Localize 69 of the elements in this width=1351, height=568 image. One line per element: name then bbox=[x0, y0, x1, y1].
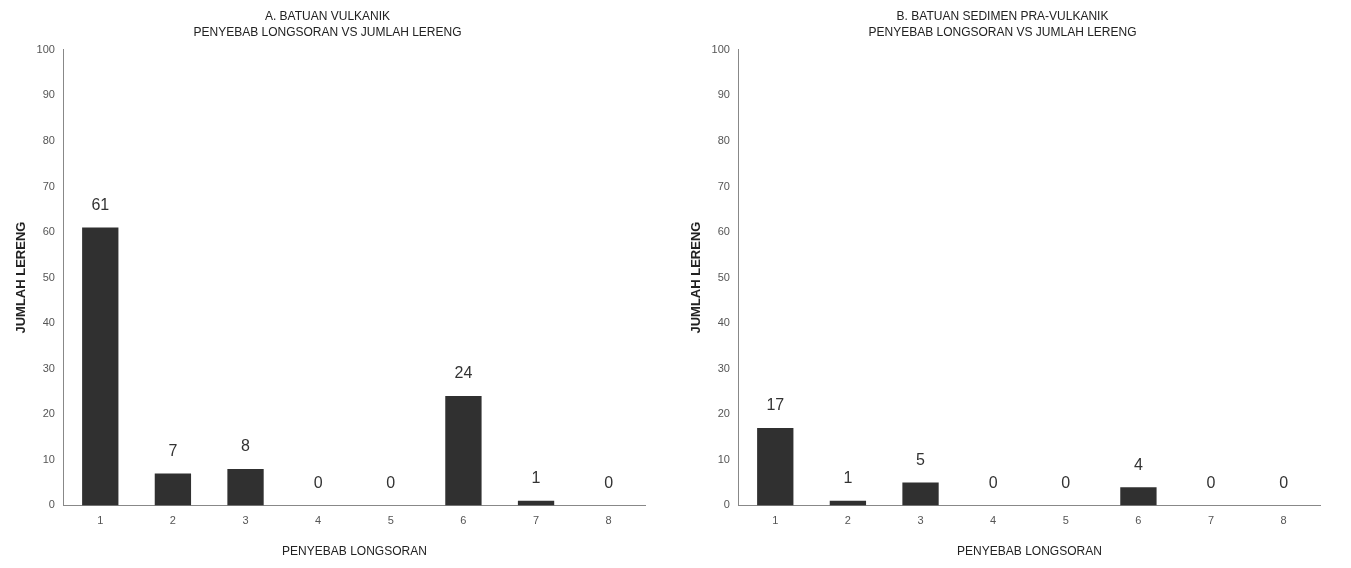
y-tick-label: 100 bbox=[711, 42, 730, 55]
x-tick-label: 1 bbox=[97, 514, 104, 527]
data-label: 61 bbox=[91, 195, 110, 213]
x-tick-label: 4 bbox=[315, 514, 322, 527]
y-tick-label: 90 bbox=[717, 88, 730, 101]
bar bbox=[902, 482, 939, 506]
data-label: 0 bbox=[1279, 473, 1289, 491]
y-tick-label: 10 bbox=[42, 452, 55, 465]
y-tick-label: 30 bbox=[717, 361, 730, 374]
y-tick-label: 30 bbox=[42, 361, 55, 374]
x-tick-label: 2 bbox=[169, 514, 176, 527]
x-tick-label: 3 bbox=[917, 514, 924, 527]
x-tick-label: 7 bbox=[1207, 514, 1215, 527]
y-tick-label: 20 bbox=[717, 407, 730, 420]
y-tick-label: 20 bbox=[42, 407, 55, 420]
x-tick-label: 3 bbox=[242, 514, 249, 527]
data-label: 1 bbox=[843, 469, 853, 487]
data-label: 0 bbox=[604, 473, 614, 491]
x-tick-label: 2 bbox=[844, 514, 851, 527]
x-tick-label: 6 bbox=[460, 514, 467, 527]
data-label: 24 bbox=[454, 364, 473, 382]
bar bbox=[757, 427, 794, 506]
y-tick-label: 0 bbox=[723, 498, 730, 511]
data-label: 0 bbox=[313, 473, 323, 491]
data-label: 17 bbox=[766, 396, 785, 414]
y-tick-label: 80 bbox=[717, 133, 730, 146]
chart-title: B. BATUAN SEDIMEN PRA-VULKANIK bbox=[896, 8, 1109, 23]
y-tick-label: 100 bbox=[36, 42, 55, 55]
x-axis-title: PENYEBAB LONGSORAN bbox=[957, 544, 1102, 559]
x-tick-label: 1 bbox=[772, 514, 779, 527]
bar bbox=[445, 396, 482, 506]
y-tick-label: 40 bbox=[717, 316, 730, 329]
data-label: 8 bbox=[241, 437, 251, 455]
bar bbox=[227, 468, 264, 506]
y-tick-label: 0 bbox=[48, 498, 55, 511]
bar bbox=[82, 227, 119, 506]
data-label: 0 bbox=[1206, 473, 1216, 491]
y-tick-label: 50 bbox=[717, 270, 730, 283]
y-tick-label: 50 bbox=[42, 270, 55, 283]
y-tick-label: 40 bbox=[42, 316, 55, 329]
data-label: 4 bbox=[1133, 455, 1143, 473]
data-label: 0 bbox=[386, 473, 396, 491]
y-tick-label: 70 bbox=[717, 179, 730, 192]
bar bbox=[154, 473, 192, 506]
chart-subtitle: PENYEBAB LONGSORAN VS JUMLAH LERENG bbox=[868, 24, 1137, 39]
chart-title: A. BATUAN VULKANIK bbox=[264, 8, 391, 23]
y-axis-title: JUMLAH LERENG bbox=[13, 221, 29, 334]
x-tick-label: 7 bbox=[532, 514, 540, 527]
data-label: 0 bbox=[1061, 473, 1071, 491]
x-tick-label: 8 bbox=[1280, 514, 1287, 527]
y-tick-label: 60 bbox=[42, 225, 55, 238]
x-tick-label: 6 bbox=[1135, 514, 1142, 527]
x-tick-label: 5 bbox=[1062, 514, 1069, 527]
y-tick-label: 90 bbox=[42, 88, 55, 101]
data-label: 1 bbox=[531, 469, 541, 487]
y-tick-label: 10 bbox=[717, 452, 730, 465]
y-tick-label: 60 bbox=[717, 225, 730, 238]
data-label: 5 bbox=[916, 451, 926, 469]
x-axis-title: PENYEBAB LONGSORAN bbox=[282, 544, 427, 559]
y-axis-title: JUMLAH LERENG bbox=[688, 221, 704, 334]
data-label: 0 bbox=[988, 473, 998, 491]
chart-subtitle: PENYEBAB LONGSORAN VS JUMLAH LERENG bbox=[193, 24, 462, 39]
y-tick-label: 80 bbox=[42, 133, 55, 146]
x-tick-label: 8 bbox=[605, 514, 612, 527]
x-tick-label: 4 bbox=[990, 514, 997, 527]
data-label: 7 bbox=[168, 441, 178, 459]
y-tick-label: 70 bbox=[42, 179, 55, 192]
bar bbox=[1120, 487, 1157, 506]
x-tick-label: 5 bbox=[387, 514, 394, 527]
